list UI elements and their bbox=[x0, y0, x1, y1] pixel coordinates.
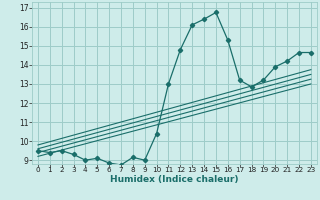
X-axis label: Humidex (Indice chaleur): Humidex (Indice chaleur) bbox=[110, 175, 239, 184]
